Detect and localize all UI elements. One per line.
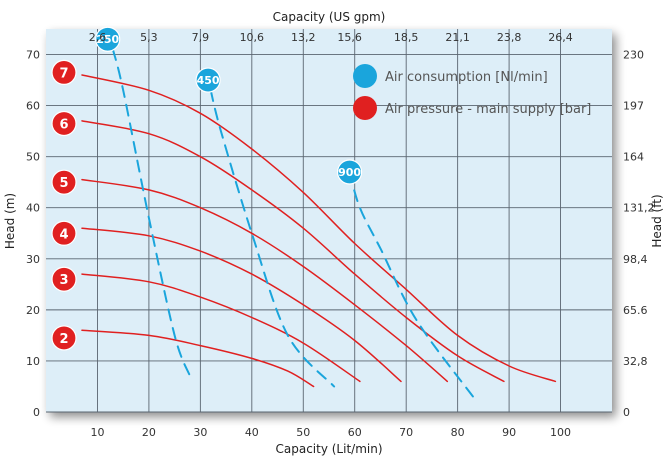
- x-top-tick-label: 13,2: [291, 31, 316, 44]
- x-tick-label: 30: [193, 426, 207, 439]
- x-top-tick-label: 21,1: [445, 31, 470, 44]
- air-consumption-450-curve: [209, 89, 336, 388]
- badge-6-circle: [51, 110, 77, 137]
- y-tick-label: 20: [26, 304, 40, 317]
- y-tick-label: 40: [26, 202, 40, 215]
- x-axis-title-top: Capacity (US gpm): [273, 10, 386, 24]
- y-tick-label: 50: [26, 151, 40, 164]
- legend-air-pressure-label: Air pressure - main supply [bar]: [385, 102, 591, 117]
- badge-4-circle: [51, 220, 77, 246]
- y-right-tick-label: 0: [623, 406, 630, 419]
- y-tick-label: 60: [26, 100, 40, 113]
- badge-250-circle: [95, 26, 121, 52]
- badge-5-label: 5: [59, 176, 68, 191]
- x-tick-label: 20: [142, 426, 156, 439]
- y-right-tick-label: 131,2: [623, 202, 655, 215]
- legend-air-pressure-marker: [353, 96, 377, 120]
- air-pressure-7-curve: [81, 74, 557, 383]
- x-top-tick-label: 15,6: [337, 31, 362, 44]
- x-top-tick-label: 26,4: [548, 31, 573, 44]
- y-right-tick-label: 197: [623, 100, 644, 113]
- y-tick-label: 10: [26, 355, 40, 368]
- y-right-tick-label: 164: [623, 151, 644, 164]
- x-tick-label: 10: [90, 426, 104, 439]
- air-pressure-6-curve: [81, 120, 505, 383]
- badge-2-label: 2: [59, 332, 68, 347]
- air-consumption-250-curve: [111, 48, 192, 378]
- x-top-tick-label: 18,5: [394, 31, 419, 44]
- badge-900-circle: [336, 159, 363, 185]
- badge-2-circle: [51, 325, 77, 351]
- badge-7-circle: [51, 59, 77, 86]
- grid-lines: [46, 29, 612, 413]
- x-tick-label: 80: [451, 426, 465, 439]
- plot-area: [46, 29, 612, 412]
- x-axis-title-bottom: Capacity (Lit/min): [275, 442, 382, 456]
- x-top-tick-label: 7,9: [192, 31, 210, 44]
- x-tick-label: 50: [296, 426, 310, 439]
- y-tick-label: 30: [26, 253, 40, 266]
- air-pressure-2-curve: [81, 329, 315, 388]
- badge-7-label: 7: [59, 66, 68, 81]
- y-axis-title-right: Head (ft): [650, 194, 664, 247]
- legend-air-consumption-marker: [353, 64, 377, 88]
- y-right-tick-label: 230: [623, 49, 644, 62]
- badge-3-circle: [51, 266, 77, 292]
- air-pressure-4-curve: [81, 227, 402, 383]
- badge-3-label: 3: [59, 273, 68, 288]
- y-right-tick-label: 65.6: [623, 304, 648, 317]
- badge-4-label: 4: [59, 227, 68, 242]
- air-pressure-3-curve: [81, 273, 361, 383]
- y-tick-label: 70: [26, 49, 40, 62]
- badge-450-label: 450: [197, 74, 220, 87]
- y-right-tick-label: 98,4: [623, 253, 648, 266]
- legend: Air consumption [Nl/min] Air pressure - …: [353, 64, 591, 120]
- curve-layer: [81, 48, 557, 398]
- y-right-tick-label: 32,8: [623, 355, 648, 368]
- legend-air-consumption-label: Air consumption [Nl/min]: [385, 70, 548, 85]
- y-tick-label: 0: [33, 406, 40, 419]
- x-top-tick-label: 23,8: [497, 31, 522, 44]
- x-tick-label: 100: [550, 426, 571, 439]
- x-tick-label: 60: [348, 426, 362, 439]
- badge-250-label: 250: [96, 33, 119, 46]
- badge-450-circle: [195, 67, 221, 93]
- x-tick-label: 70: [399, 426, 413, 439]
- badge-6-label: 6: [59, 117, 68, 132]
- air-pressure-5-curve: [81, 178, 449, 383]
- x-tick-label: 90: [502, 426, 516, 439]
- badge-900-label: 900: [338, 166, 361, 179]
- x-top-tick-label: 2,6: [89, 31, 107, 44]
- x-top-tick-label: 5,3: [140, 31, 158, 44]
- y-axis-title-left: Head (m): [3, 193, 17, 249]
- x-tick-label: 40: [245, 426, 259, 439]
- air-consumption-900-curve: [348, 171, 475, 398]
- badge-5-circle: [51, 169, 77, 195]
- badge-layer: 7 6 5 4 3 2 250 450 900: [51, 26, 363, 351]
- x-top-tick-label: 10,6: [240, 31, 265, 44]
